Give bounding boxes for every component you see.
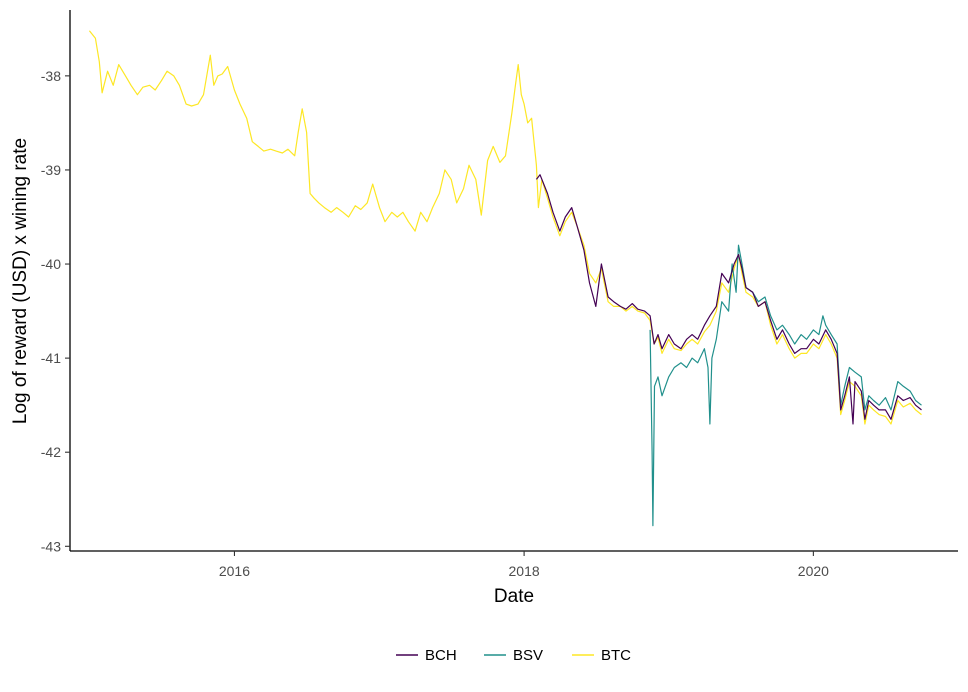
series-line-bsv	[649, 244, 922, 527]
series-line-btc	[88, 30, 922, 425]
legend-label-bsv: BSV	[513, 647, 543, 664]
series-layer	[88, 30, 922, 527]
x-axis-ticks: 2016 2018 2020	[219, 551, 829, 579]
y-tick-label: -43	[41, 538, 61, 554]
x-tick-label: 2018	[509, 563, 540, 579]
x-axis-title: Date	[494, 586, 534, 607]
series-line-bch	[535, 174, 922, 425]
y-axis-title: Log of reward (USD) x wining rate	[10, 138, 31, 424]
legend-label-bch: BCH	[425, 647, 457, 664]
legend: BCH BSV BTC	[396, 647, 631, 664]
x-tick-label: 2016	[219, 563, 250, 579]
y-tick-label: -40	[41, 256, 61, 272]
y-tick-label: -39	[41, 162, 61, 178]
x-tick-label: 2020	[798, 563, 829, 579]
y-axis-ticks: -38 -39 -40 -41 -42 -43	[41, 68, 70, 554]
y-tick-label: -42	[41, 444, 61, 460]
y-tick-label: -38	[41, 68, 61, 84]
y-tick-label: -41	[41, 350, 61, 366]
legend-label-btc: BTC	[601, 647, 631, 664]
